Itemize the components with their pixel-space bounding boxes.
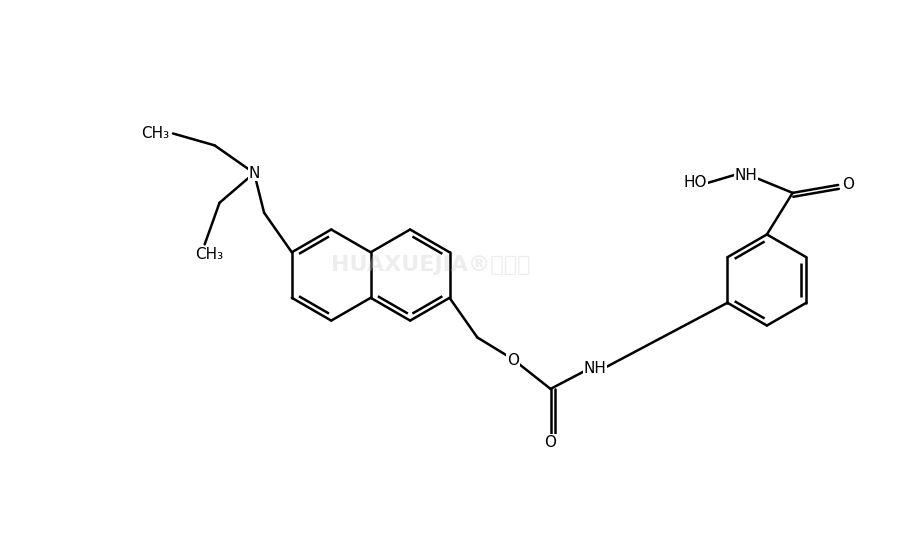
Text: NH: NH [734,167,758,183]
Text: HUAXUEJIA®化学加: HUAXUEJIA®化学加 [331,255,530,275]
Text: N: N [249,166,260,180]
Text: NH: NH [584,361,607,376]
Text: O: O [545,435,557,450]
Text: O: O [507,353,519,368]
Text: HO: HO [684,175,707,190]
Text: CH₃: CH₃ [141,126,169,141]
Text: O: O [842,178,855,193]
Text: CH₃: CH₃ [196,247,224,262]
